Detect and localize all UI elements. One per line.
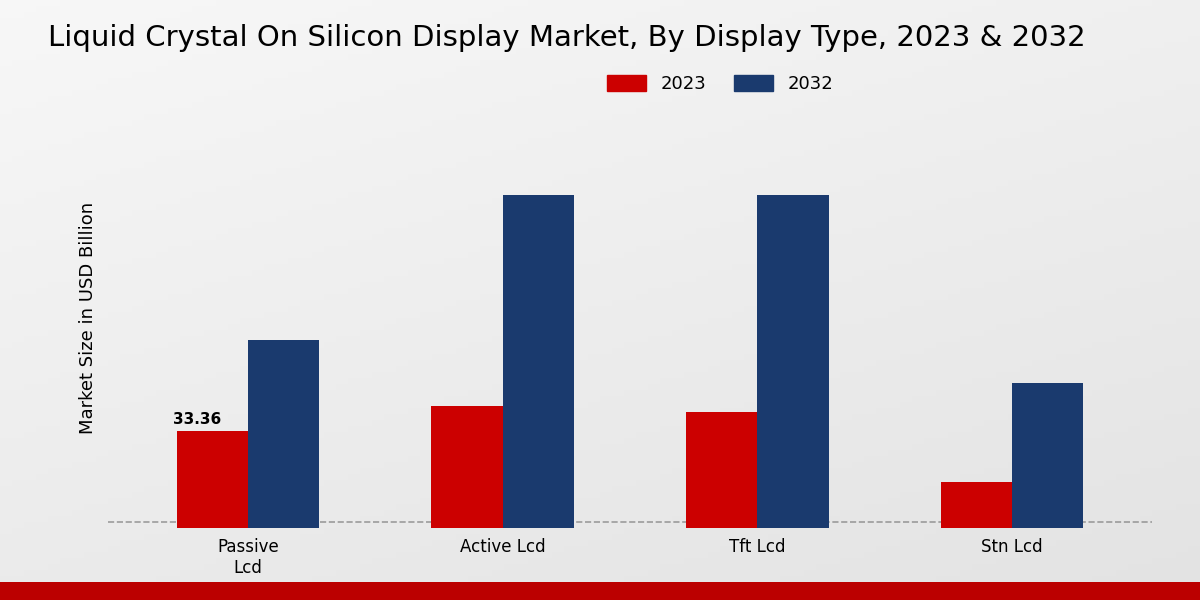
Bar [248, 340, 319, 528]
Bar [1012, 383, 1084, 528]
Text: 33.36: 33.36 [173, 412, 222, 427]
Bar [431, 406, 503, 528]
Bar [176, 431, 248, 528]
Bar [503, 195, 574, 528]
Bar [941, 482, 1012, 528]
Legend: 2023, 2032: 2023, 2032 [606, 75, 834, 93]
Bar [757, 195, 829, 528]
Bar [686, 412, 757, 528]
Y-axis label: Market Size in USD Billion: Market Size in USD Billion [79, 202, 97, 434]
Text: Liquid Crystal On Silicon Display Market, By Display Type, 2023 & 2032: Liquid Crystal On Silicon Display Market… [48, 24, 1086, 52]
